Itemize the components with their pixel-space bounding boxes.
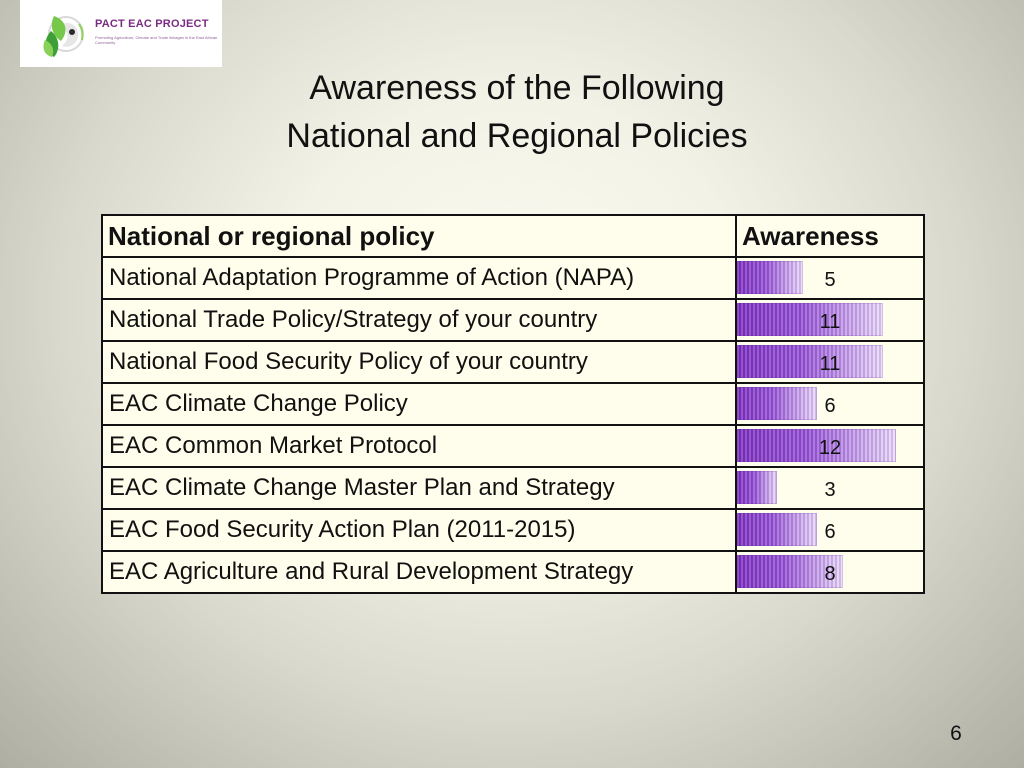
policy-name: EAC Climate Change Policy [101,382,737,426]
awareness-cell: 8 [735,550,925,594]
awareness-value: 12 [818,437,842,459]
awareness-cell: 3 [735,466,925,510]
policy-name: EAC Climate Change Master Plan and Strat… [101,466,737,510]
awareness-column-header: Awareness [735,214,925,258]
awareness-value: 6 [824,521,836,543]
awareness-cell: 6 [735,508,925,552]
slide-title-line-2: National and Regional Policies [286,117,748,155]
awareness-value: 11 [819,353,841,375]
leaf-globe-logo-icon [43,16,84,57]
awareness-bar [738,513,817,546]
table-row: EAC Food Security Action Plan (2011-2015… [101,508,925,552]
awareness-value: 8 [824,563,836,585]
awareness-cell: 11 [735,298,925,342]
table-row: EAC Agriculture and Rural Development St… [101,550,925,594]
page-number: 6 [950,722,962,745]
awareness-value: 6 [824,395,836,417]
table-row: National Adaptation Programme of Action … [101,256,925,300]
awareness-cell: 6 [735,382,925,426]
policy-name: National Trade Policy/Strategy of your c… [101,298,737,342]
awareness-bar [738,345,884,378]
table-row: EAC Climate Change Policy 6 [101,382,925,426]
awareness-bar [738,303,884,336]
awareness-value: 3 [824,479,836,501]
slide-title-line-1: Awareness of the Following [309,69,725,107]
table-row: National Trade Policy/Strategy of your c… [101,298,925,342]
policy-name: National Food Security Policy of your co… [101,340,737,384]
awareness-bar [738,261,804,294]
policy-name: EAC Agriculture and Rural Development St… [101,550,737,594]
policy-column-header: National or regional policy [101,214,737,258]
table-row: EAC Common Market Protocol 12 [101,424,925,468]
logo-subtitle: Promoting Agriculture, Climate and Trade… [95,35,218,45]
table-header-row: National or regional policy Awareness [101,214,925,258]
awareness-cell: 12 [735,424,925,468]
logo-title: PACT EAC PROJECT [95,18,209,30]
awareness-bar [738,555,844,588]
policy-name: National Adaptation Programme of Action … [101,256,737,300]
policy-name: EAC Food Security Action Plan (2011-2015… [101,508,737,552]
slide-title: Awareness of the Following National and … [220,64,814,160]
policy-name: EAC Common Market Protocol [101,424,737,468]
pact-eac-logo: PACT EAC PROJECT Promoting Agriculture, … [20,0,222,67]
awareness-bar [738,387,817,420]
awareness-cell: 11 [735,340,925,384]
awareness-value: 5 [824,269,836,291]
policy-awareness-table: National or regional policy Awareness Na… [101,214,925,594]
table-row: EAC Climate Change Master Plan and Strat… [101,466,925,510]
awareness-bar [738,429,897,462]
table-row: National Food Security Policy of your co… [101,340,925,384]
awareness-value: 11 [819,311,841,333]
awareness-bar [738,471,777,504]
awareness-cell: 5 [735,256,925,300]
